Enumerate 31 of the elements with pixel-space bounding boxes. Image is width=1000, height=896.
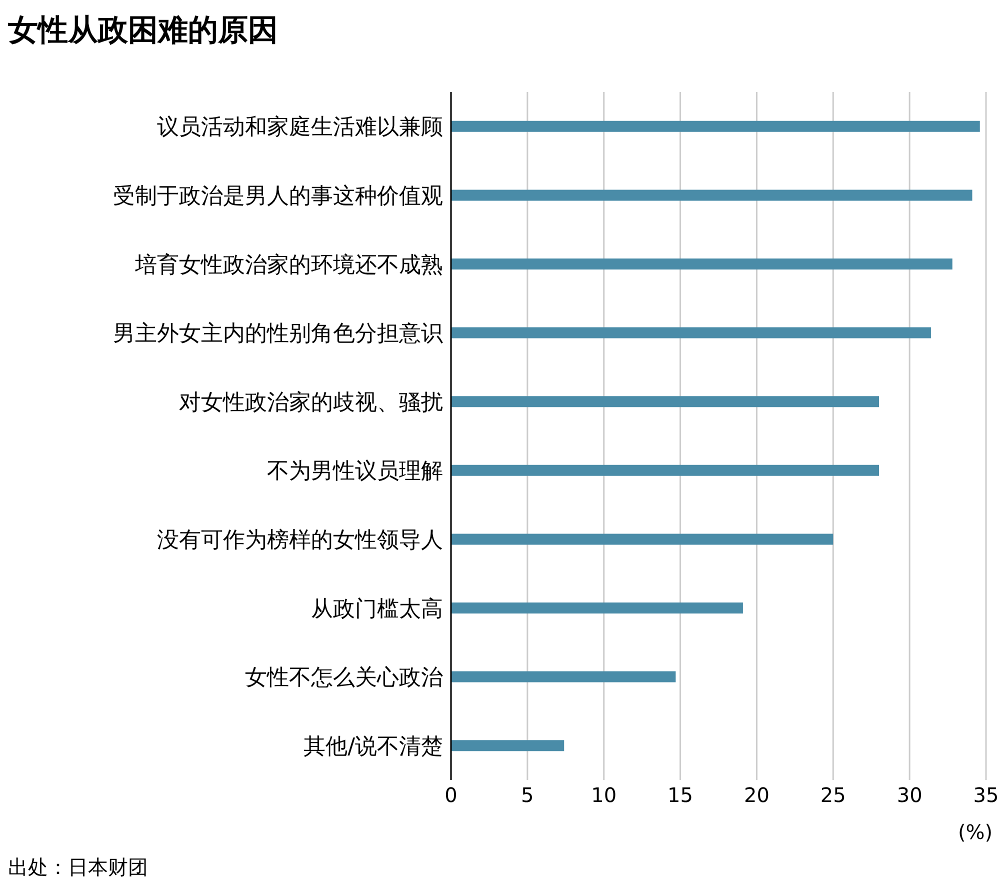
y-tick-label: 其他/说不清楚: [304, 734, 443, 760]
x-axis-title: (%): [958, 820, 993, 844]
y-tick-label: 男主外女主内的性别角色分担意识: [113, 322, 443, 347]
x-tick-label: 0: [444, 783, 458, 808]
y-tick-label: 议员活动和家庭生活难以兼顾: [157, 115, 443, 140]
y-tick-label: 不为男性议员理解: [267, 459, 443, 484]
bar: [451, 258, 952, 270]
y-tick-label: 培育女性政治家的环境还不成熟: [134, 252, 443, 278]
bar: [451, 120, 980, 132]
bar: [451, 396, 879, 408]
y-tick-label: 对女性政治家的歧视、骚扰: [179, 390, 443, 416]
x-tick-label: 30: [896, 783, 922, 808]
y-tick-label: 从政门槛太高: [311, 596, 443, 622]
x-tick-label: 15: [668, 783, 694, 808]
bar: [451, 671, 676, 682]
text: 女性从政困难的原因: [8, 12, 278, 50]
x-tick-label: 35: [973, 783, 999, 808]
x-tick-label: 20: [744, 783, 770, 808]
bar: [451, 602, 743, 614]
x-tick-label: 25: [820, 783, 846, 808]
bar: [451, 464, 879, 476]
x-tick-label: 5: [521, 783, 534, 808]
bar: [451, 534, 834, 545]
bar: [451, 327, 931, 338]
x-tick-label: 10: [591, 783, 617, 808]
y-tick-label: 女性不怎么关心政治: [245, 666, 443, 691]
bar: [451, 190, 972, 201]
y-tick-label: 没有可作为榜样的女性领导人: [157, 528, 443, 554]
y-tick-label: 受制于政治是男人的事这种价值观: [113, 184, 443, 210]
bar: [451, 740, 564, 752]
text: 出处：日本财团: [8, 854, 148, 881]
